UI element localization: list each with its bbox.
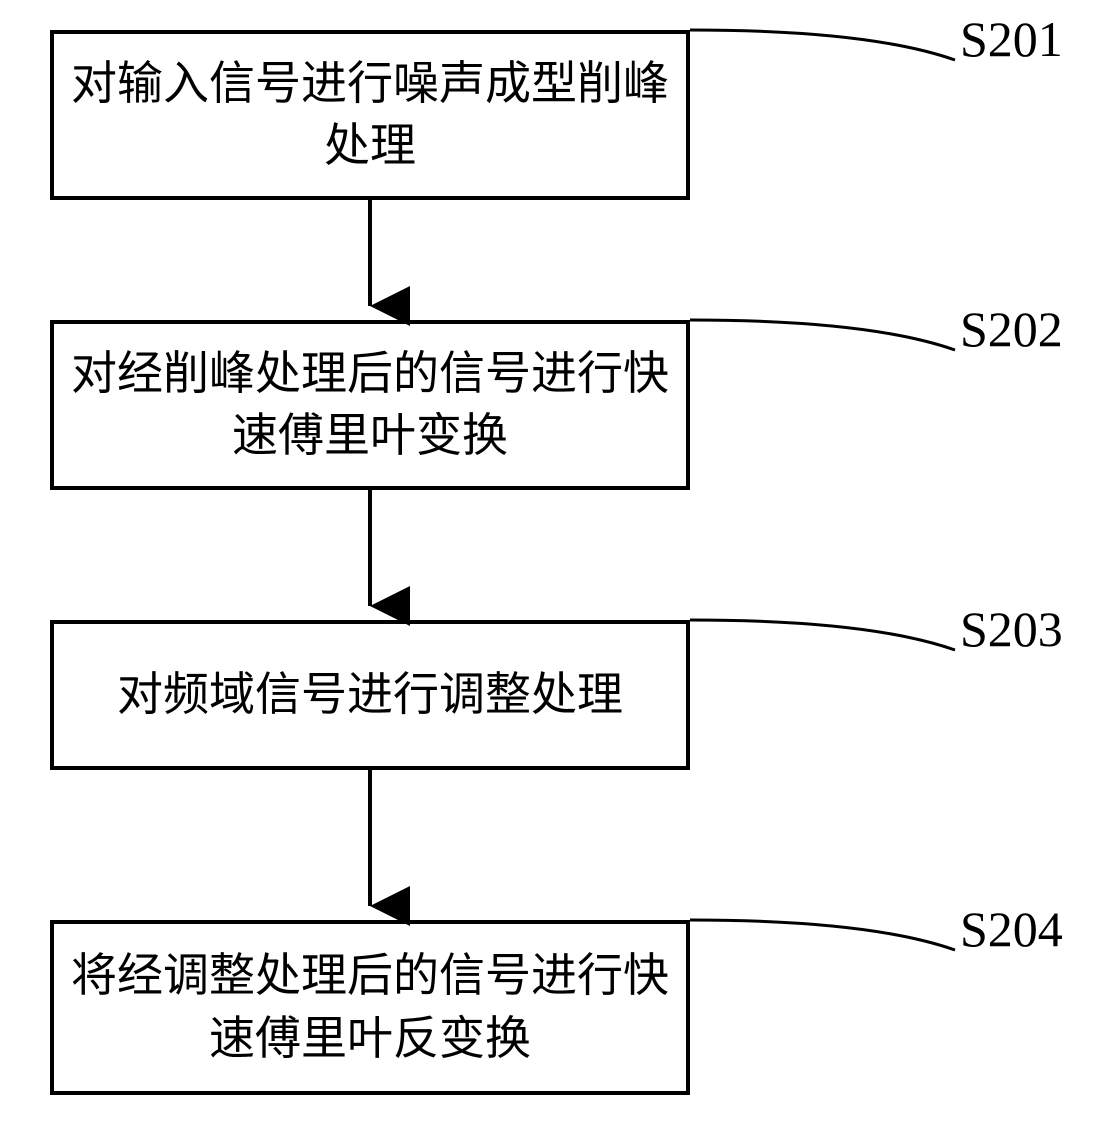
flowchart-canvas: 对输入信号进行噪声成型削峰处理 对经削峰处理后的信号进行快速傅里叶变换 对频域信… xyxy=(0,0,1117,1134)
flowchart-node-s204: 将经调整处理后的信号进行快速傅里叶反变换 xyxy=(50,920,690,1095)
node-text: 对频域信号进行调整处理 xyxy=(117,664,623,726)
node-text: 将经调整处理后的信号进行快速傅里叶反变换 xyxy=(66,945,674,1069)
step-label-s202: S202 xyxy=(960,300,1063,358)
leader-s202 xyxy=(690,320,955,350)
flowchart-node-s203: 对频域信号进行调整处理 xyxy=(50,620,690,770)
node-text: 对输入信号进行噪声成型削峰处理 xyxy=(66,53,674,177)
leader-s204 xyxy=(690,920,955,950)
flowchart-node-s202: 对经削峰处理后的信号进行快速傅里叶变换 xyxy=(50,320,690,490)
leader-s203 xyxy=(690,620,955,650)
step-label-s201: S201 xyxy=(960,10,1063,68)
step-label-s203: S203 xyxy=(960,600,1063,658)
flowchart-node-s201: 对输入信号进行噪声成型削峰处理 xyxy=(50,30,690,200)
leader-s201 xyxy=(690,30,955,60)
node-text: 对经削峰处理后的信号进行快速傅里叶变换 xyxy=(66,343,674,467)
step-label-s204: S204 xyxy=(960,900,1063,958)
